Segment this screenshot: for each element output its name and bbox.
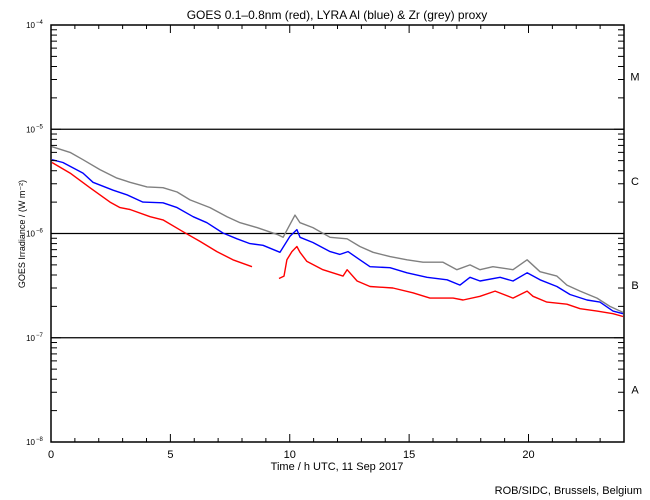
y-tick-exponent: −5 xyxy=(36,124,44,130)
series-line-goes-0-1-0-8nm xyxy=(278,245,624,318)
y-tick-exponent: −7 xyxy=(36,333,44,339)
y-axis-label: GOES Irradiance / (W m⁻²) xyxy=(17,180,27,288)
series-line-lyra-al-proxy xyxy=(51,159,624,315)
axis-ticks xyxy=(50,25,625,443)
x-tick-label: 10 xyxy=(284,449,296,461)
y-tick-label: 10 xyxy=(26,125,35,134)
y-tick-label: 10 xyxy=(26,230,35,239)
flare-class-label: A xyxy=(631,384,639,396)
series-line-lyra-zr-proxy xyxy=(51,146,624,314)
y-tick-exponent: −6 xyxy=(36,229,44,235)
x-axis-label: Time / h UTC, 11 Sep 2017 xyxy=(271,461,404,473)
x-tick-label: 0 xyxy=(48,449,54,461)
y-tick-label: 10 xyxy=(26,334,35,343)
series-layer xyxy=(51,146,624,318)
flare-class-label: C xyxy=(631,176,639,188)
credit-text: ROB/SIDC, Brussels, Belgium xyxy=(495,485,642,497)
x-tick-label: 5 xyxy=(167,449,173,461)
chart-title: GOES 0.1–0.8nm (red), LYRA Al (blue) & Z… xyxy=(187,8,488,22)
reference-lines xyxy=(51,128,624,339)
y-tick-label: 10 xyxy=(26,21,35,30)
x-tick-label: 20 xyxy=(522,449,534,461)
flare-class-label: B xyxy=(631,280,638,292)
y-tick-exponent: −8 xyxy=(36,437,44,443)
y-tick-label: 10 xyxy=(26,438,35,447)
y-tick-exponent: −4 xyxy=(36,20,44,26)
flare-class-label: M xyxy=(630,72,639,84)
x-tick-label: 15 xyxy=(403,449,415,461)
series-line-goes-0-1-0-8nm xyxy=(51,161,253,268)
flare-class-labels: M C B A xyxy=(630,72,639,397)
